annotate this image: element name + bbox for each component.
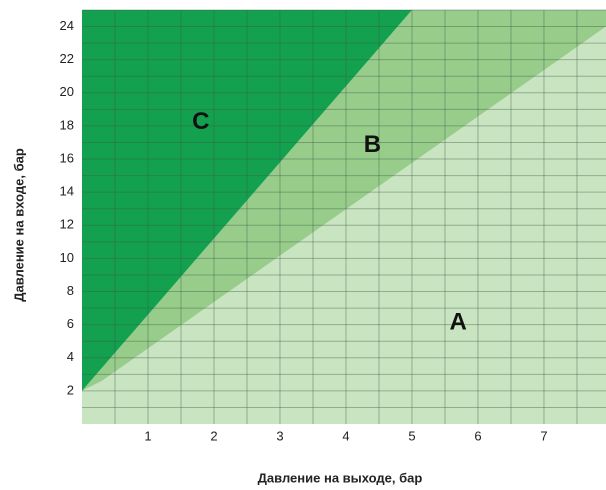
x-tick-label: 6 (474, 428, 481, 443)
x-tick-label: 3 (276, 428, 283, 443)
x-tick-label: 5 (408, 428, 415, 443)
y-axis-title: Давление на входе, бар (11, 148, 26, 302)
region-label: B (364, 131, 381, 158)
y-tick-label: 4 (67, 349, 74, 364)
x-axis-title: Давление на выходе, бар (258, 470, 423, 485)
x-tick-label: 4 (342, 428, 349, 443)
x-tick-label: 2 (210, 428, 217, 443)
y-tick-label: 2 (67, 382, 74, 397)
region-label: A (449, 308, 466, 335)
y-tick-label: 10 (60, 250, 74, 265)
y-tick-label: 16 (60, 150, 74, 165)
y-tick-label: 18 (60, 117, 74, 132)
y-tick-label: 12 (60, 217, 74, 232)
y-tick-label: 24 (60, 18, 74, 33)
x-tick-label: 7 (540, 428, 547, 443)
region (82, 10, 606, 391)
x-tick-label: 1 (144, 428, 151, 443)
y-tick-label: 6 (67, 316, 74, 331)
y-tick-label: 20 (60, 84, 74, 99)
y-tick-label: 22 (60, 51, 74, 66)
y-tick-label: 14 (60, 184, 74, 199)
y-tick-label: 8 (67, 283, 74, 298)
region (82, 26, 606, 425)
region (82, 10, 412, 391)
region-label: C (192, 108, 209, 135)
